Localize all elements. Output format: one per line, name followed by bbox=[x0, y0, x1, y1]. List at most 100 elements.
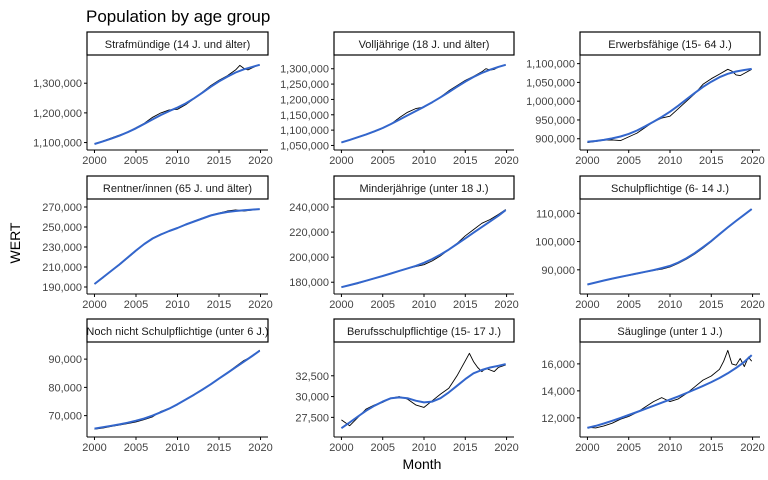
facet-strip bbox=[86, 175, 269, 200]
y-tick-label: 1,200,000 bbox=[280, 94, 329, 106]
facet-panel: Erwerbsfähige (15- 64 J.) 900,000 950,000 1… bbox=[526, 31, 765, 167]
y-tick-label: 32,500 bbox=[295, 371, 329, 383]
y-axis-title: WERT bbox=[7, 222, 23, 263]
y-tick-label: 250,000 bbox=[42, 222, 82, 234]
y-tick-label: 220,000 bbox=[289, 227, 329, 239]
smooth-trend-line bbox=[341, 209, 507, 289]
x-tick-label: 2020 bbox=[494, 299, 518, 311]
y-tick-label: 1,100,000 bbox=[33, 138, 82, 150]
y-tick-label: 1,050,000 bbox=[280, 140, 329, 152]
y-tick-label: 210,000 bbox=[42, 262, 82, 274]
x-tick-label: 2010 bbox=[165, 155, 189, 167]
facet-strip-label: Noch nicht Schulpflichtige (unter 6 J.) bbox=[86, 326, 268, 338]
y-tick-label: 1,150,000 bbox=[280, 110, 329, 122]
smooth-trend-line bbox=[587, 208, 753, 286]
facet-panel: Schulpflichtige (6- 14 J.) 90,000 100,000 1… bbox=[535, 175, 765, 311]
x-tick-label: 2005 bbox=[370, 442, 394, 454]
facet-panel: Strafmündige (14 J. und älter) 1,100,000 1… bbox=[33, 31, 273, 167]
y-tick-label: 70,000 bbox=[48, 411, 82, 423]
y-tick-label: 900,000 bbox=[535, 134, 575, 146]
y-tick-label: 1,200,000 bbox=[33, 108, 82, 120]
y-tick-label: 12,000 bbox=[541, 413, 575, 425]
x-tick-label: 2000 bbox=[82, 442, 106, 454]
facet-strip-label: Berufsschulpflichtige (15- 17 J.) bbox=[347, 326, 501, 338]
facet-strip-label: Minderjährige (unter 18 J.) bbox=[359, 183, 488, 195]
x-tick-label: 2020 bbox=[248, 155, 272, 167]
x-tick-label: 2020 bbox=[248, 299, 272, 311]
facet-panel: Minderjährige (unter 18 J.) 180,000 200,00… bbox=[289, 175, 519, 311]
x-tick-label: 2015 bbox=[453, 299, 477, 311]
x-tick-label: 2005 bbox=[124, 155, 148, 167]
x-tick-label: 2005 bbox=[370, 299, 394, 311]
y-tick-label: 1,250,000 bbox=[280, 79, 329, 91]
facet-strip bbox=[86, 31, 269, 56]
x-tick-label: 2015 bbox=[207, 155, 231, 167]
x-tick-label: 2000 bbox=[575, 155, 599, 167]
facet-panel: Säuglinge (unter 1 J.) 12,000 14,000 16,000… bbox=[541, 318, 765, 454]
facet-strip bbox=[333, 175, 515, 200]
monthly-value-line bbox=[587, 349, 753, 429]
x-tick-label: 2015 bbox=[453, 442, 477, 454]
x-tick-label: 2000 bbox=[575, 442, 599, 454]
x-tick-label: 2000 bbox=[82, 155, 106, 167]
y-tick-label: 100,000 bbox=[535, 237, 575, 249]
x-tick-label: 2005 bbox=[124, 299, 148, 311]
smooth-trend-line bbox=[340, 363, 506, 430]
x-tick-label: 2010 bbox=[165, 299, 189, 311]
y-tick-label: 950,000 bbox=[535, 115, 575, 127]
monthly-value-line bbox=[94, 64, 260, 145]
y-tick-label: 1,050,000 bbox=[526, 77, 575, 89]
monthly-value-line bbox=[341, 352, 506, 427]
y-tick-label: 80,000 bbox=[48, 382, 82, 394]
x-tick-label: 2010 bbox=[658, 442, 682, 454]
x-tick-label: 2005 bbox=[616, 442, 640, 454]
facet-strip-label: Volljährige (18 J. und älter) bbox=[359, 39, 490, 51]
facet-panel: Volljährige (18 J. und älter) 1,050,000 1,… bbox=[280, 31, 519, 167]
monthly-value-line bbox=[94, 208, 260, 285]
x-tick-label: 2010 bbox=[658, 155, 682, 167]
y-tick-label: 1,300,000 bbox=[280, 64, 329, 76]
x-tick-label: 2000 bbox=[329, 442, 353, 454]
facet-strip bbox=[333, 318, 515, 343]
smooth-trend-line bbox=[587, 67, 752, 143]
x-tick-label: 2005 bbox=[370, 155, 394, 167]
y-tick-label: 190,000 bbox=[42, 282, 82, 294]
facet-strip bbox=[579, 31, 761, 56]
x-tick-label: 2015 bbox=[207, 442, 231, 454]
x-tick-label: 2010 bbox=[658, 299, 682, 311]
facet-strip-label: Erwerbsfähige (15- 64 J.) bbox=[608, 39, 732, 51]
facet-strip-label: Strafmündige (14 J. und älter) bbox=[105, 39, 251, 51]
facet-panel: Berufsschulpflichtige (15- 17 J.) 27,500 3… bbox=[295, 318, 519, 454]
facet-strip-label: Säuglinge (unter 1 J.) bbox=[617, 326, 722, 338]
facet-panel: Noch nicht Schulpflichtige (unter 6 J.) 7… bbox=[48, 318, 273, 454]
smooth-trend-line bbox=[93, 208, 260, 285]
monthly-value-line bbox=[587, 68, 752, 143]
y-tick-label: 200,000 bbox=[289, 252, 329, 264]
smooth-trend-line bbox=[341, 63, 506, 144]
monthly-value-line bbox=[94, 349, 260, 430]
y-tick-label: 1,300,000 bbox=[33, 78, 82, 90]
facet-strip bbox=[579, 318, 761, 343]
x-tick-label: 2020 bbox=[740, 442, 764, 454]
x-tick-label: 2015 bbox=[453, 155, 477, 167]
x-tick-label: 2020 bbox=[740, 155, 764, 167]
y-tick-label: 30,000 bbox=[295, 392, 329, 404]
y-tick-label: 240,000 bbox=[289, 202, 329, 214]
smooth-trend-line bbox=[94, 349, 261, 430]
facet-strip-label: Rentner/innen (65 J. und älter) bbox=[103, 183, 252, 195]
monthly-value-line bbox=[341, 64, 506, 143]
facet-strip bbox=[86, 318, 269, 343]
x-tick-label: 2015 bbox=[207, 299, 231, 311]
x-tick-label: 2020 bbox=[248, 442, 272, 454]
y-tick-label: 90,000 bbox=[48, 354, 82, 366]
y-tick-label: 27,500 bbox=[295, 412, 329, 424]
x-tick-label: 2010 bbox=[165, 442, 189, 454]
x-tick-label: 2010 bbox=[412, 155, 436, 167]
y-tick-label: 16,000 bbox=[541, 359, 575, 371]
y-tick-label: 180,000 bbox=[289, 277, 329, 289]
y-tick-label: 1,100,000 bbox=[280, 125, 329, 137]
y-tick-label: 1,100,000 bbox=[526, 59, 575, 71]
monthly-value-line bbox=[341, 209, 506, 288]
